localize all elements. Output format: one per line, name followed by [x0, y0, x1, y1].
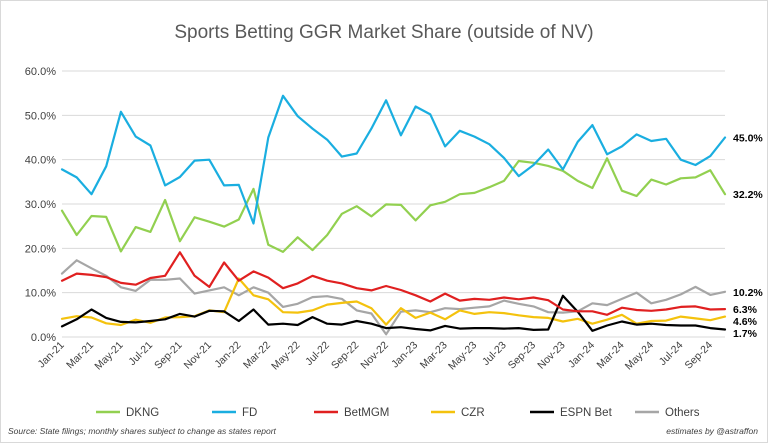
legend-label: DKNG: [126, 407, 159, 419]
legend: DKNG FD BetMGM CZR ESPN Bet Others: [96, 407, 700, 419]
legend-label: FD: [242, 407, 257, 419]
source-note: Source: State filings; monthly shares su…: [8, 426, 277, 436]
series-line-fd: [60, 94, 727, 225]
y-tick-label: 30.0%: [25, 199, 56, 211]
y-tick-label: 60.0%: [25, 66, 56, 78]
y-tick-label: 20.0%: [25, 243, 56, 255]
y-tick-label: 10.0%: [25, 288, 56, 300]
end-value-labels: 45.0% 32.2% 10.2% 6.3%4.6%1.7%: [733, 133, 763, 341]
end-label-czr: 4.6%: [733, 316, 758, 328]
series-lines: [60, 94, 727, 336]
y-axis-ticks: 0.0% 10.0% 20.0% 30.0% 40.0% 50.0% 60.0%: [25, 66, 56, 344]
y-tick-label: 0.0%: [31, 332, 56, 344]
end-label-betmgm: 6.3%: [733, 304, 758, 316]
credit-note: estimates by @astraffon: [666, 426, 758, 436]
end-label-dkng: 32.2%: [733, 189, 763, 201]
chart-title: Sports Betting GGR Market Share (outside…: [174, 22, 593, 43]
y-tick-label: 50.0%: [25, 110, 56, 122]
end-label-fd: 45.0%: [733, 133, 763, 145]
legend-label: BetMGM: [344, 407, 389, 419]
legend-label: ESPN Bet: [560, 407, 613, 419]
end-label-others: 10.2%: [733, 287, 763, 299]
legend-label: Others: [665, 407, 700, 419]
y-tick-label: 40.0%: [25, 155, 56, 167]
series-line-espn-bet: [60, 294, 727, 332]
legend-label: CZR: [461, 407, 485, 419]
series-line-dkng: [60, 157, 727, 253]
series-line-others: [60, 259, 727, 336]
end-label-espn-bet: 1.7%: [733, 328, 758, 340]
series-line-betmgm: [60, 251, 727, 316]
